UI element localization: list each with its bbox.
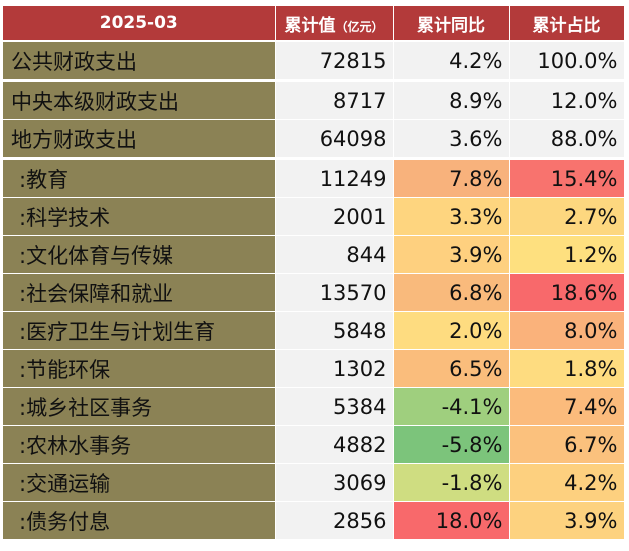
row-share: 18.6%	[509, 273, 625, 312]
row-value: 2001	[275, 197, 394, 236]
header-value-unit: （亿元）	[335, 19, 384, 34]
row-share: 15.4%	[509, 158, 625, 198]
header-value-label: 累计值	[284, 15, 336, 36]
row-name: :社会保障和就业	[3, 273, 276, 312]
table-body: 公共财政支出 72815 4.2% 100.0% 中央本级财政支出 8717 8.9% 12.…	[3, 41, 625, 540]
row-share: 88.0%	[509, 119, 625, 160]
row-value: 4882	[275, 425, 394, 464]
row-name: :节能环保	[3, 349, 276, 388]
row-name: :交通运输	[3, 463, 276, 502]
row-yoy: 8.9%	[393, 80, 510, 120]
row-value: 844	[275, 235, 394, 274]
table-row: :债务付息 2856 18.0% 3.9%	[3, 501, 625, 540]
row-value: 72815	[275, 41, 394, 82]
row-yoy: 2.0%	[393, 311, 510, 350]
table-row: 公共财政支出 72815 4.2% 100.0%	[3, 41, 625, 82]
row-value: 3069	[275, 463, 394, 502]
row-name: :农林水事务	[3, 425, 276, 464]
row-yoy: -4.1%	[393, 387, 510, 426]
table-row: :交通运输 3069 -1.8% 4.2%	[3, 463, 625, 502]
row-name: :教育	[3, 158, 276, 198]
row-yoy: 6.5%	[393, 349, 510, 388]
row-share: 6.7%	[509, 425, 625, 464]
table-row: 地方财政支出 64098 3.6% 88.0%	[3, 119, 625, 160]
header-cumulative-value: 累计值（亿元）	[275, 6, 394, 42]
table-row: :社会保障和就业 13570 6.8% 18.6%	[3, 273, 625, 312]
row-name: 公共财政支出	[3, 41, 276, 82]
row-name: :文化体育与传媒	[3, 235, 276, 274]
table-row: :文化体育与传媒 844 3.9% 1.2%	[3, 235, 625, 274]
table-row: :科学技术 2001 3.3% 2.7%	[3, 197, 625, 236]
fiscal-expenditure-table: 2025-03 累计值（亿元） 累计同比 累计占比 公共财政支出 72815 4.2…	[3, 6, 625, 540]
table-row: :教育 11249 7.8% 15.4%	[3, 158, 625, 198]
table-row: :城乡社区事务 5384 -4.1% 7.4%	[3, 387, 625, 426]
row-name: :医疗卫生与计划生育	[3, 311, 276, 350]
row-yoy: 6.8%	[393, 273, 510, 312]
row-share: 100.0%	[509, 41, 625, 82]
header-cumulative-yoy: 累计同比	[393, 6, 510, 42]
row-share: 2.7%	[509, 197, 625, 236]
row-name: :债务付息	[3, 501, 276, 540]
row-name: :城乡社区事务	[3, 387, 276, 426]
table-row: 中央本级财政支出 8717 8.9% 12.0%	[3, 80, 625, 120]
header-cumulative-share: 累计占比	[509, 6, 625, 42]
table-row: :节能环保 1302 6.5% 1.8%	[3, 349, 625, 388]
row-value: 2856	[275, 501, 394, 540]
row-value: 5384	[275, 387, 394, 426]
row-yoy: -5.8%	[393, 425, 510, 464]
row-share: 12.0%	[509, 80, 625, 120]
row-value: 13570	[275, 273, 394, 312]
row-share: 7.4%	[509, 387, 625, 426]
row-share: 1.2%	[509, 235, 625, 274]
row-yoy: 3.3%	[393, 197, 510, 236]
row-value: 5848	[275, 311, 394, 350]
row-share: 1.8%	[509, 349, 625, 388]
header-period: 2025-03	[3, 6, 276, 42]
row-yoy: 7.8%	[393, 158, 510, 198]
header-row: 2025-03 累计值（亿元） 累计同比 累计占比	[3, 6, 625, 42]
row-value: 11249	[275, 158, 394, 198]
row-yoy: 3.9%	[393, 235, 510, 274]
row-value: 1302	[275, 349, 394, 388]
row-name: :科学技术	[3, 197, 276, 236]
row-yoy: -1.8%	[393, 463, 510, 502]
row-name: 地方财政支出	[3, 119, 276, 160]
row-value: 64098	[275, 119, 394, 160]
row-yoy: 3.6%	[393, 119, 510, 160]
row-share: 4.2%	[509, 463, 625, 502]
row-yoy: 18.0%	[393, 501, 510, 540]
row-value: 8717	[275, 80, 394, 120]
row-yoy: 4.2%	[393, 41, 510, 82]
row-name: 中央本级财政支出	[3, 80, 276, 120]
table-row: :农林水事务 4882 -5.8% 6.7%	[3, 425, 625, 464]
row-share: 3.9%	[509, 501, 625, 540]
row-share: 8.0%	[509, 311, 625, 350]
table-row: :医疗卫生与计划生育 5848 2.0% 8.0%	[3, 311, 625, 350]
